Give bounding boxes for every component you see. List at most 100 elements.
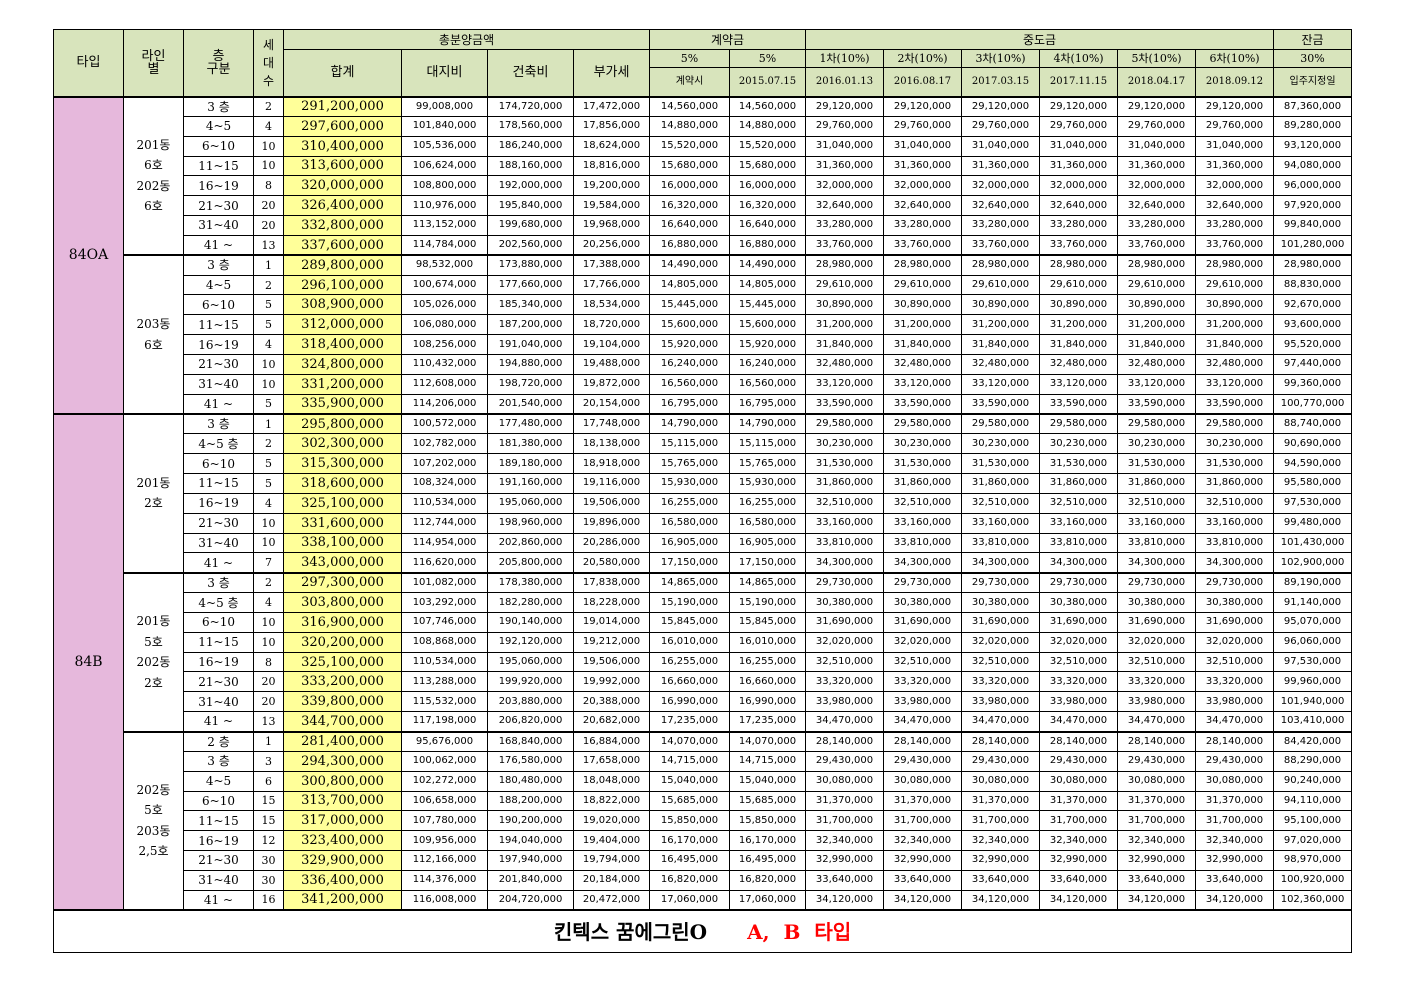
floor-cell: 4~5	[183, 770, 254, 792]
household-count-cell: 10	[253, 532, 284, 554]
price-cell: 32,640,000	[1039, 195, 1119, 217]
price-cell: 16,240,000	[729, 353, 807, 375]
price-cell: 18,138,000	[572, 433, 651, 455]
price-cell: 31,700,000	[1117, 810, 1197, 832]
price-cell: 16,660,000	[649, 671, 731, 693]
price-cell: 33,160,000	[961, 512, 1041, 534]
price-cell: 32,340,000	[1195, 830, 1275, 852]
price-cell: 188,200,000	[487, 790, 574, 812]
price-cell: 19,212,000	[572, 631, 651, 653]
line-cell: 201동 6호 202동 6호	[123, 95, 184, 256]
floor-cell: 21~30	[183, 850, 254, 871]
price-cell: 113,152,000	[401, 215, 488, 236]
price-cell: 30,380,000	[1039, 592, 1119, 613]
price-cell: 101,840,000	[401, 115, 488, 137]
price-cell: 32,020,000	[883, 631, 963, 653]
header-interim-round: 2차(10%)	[883, 49, 963, 68]
price-cell: 29,730,000	[1039, 571, 1119, 594]
price-cell: 96,000,000	[1273, 175, 1353, 197]
total-price-cell: 308,900,000	[283, 294, 402, 316]
total-price-cell: 338,100,000	[283, 532, 402, 554]
total-price-cell: 343,000,000	[283, 552, 402, 574]
price-cell: 19,506,000	[572, 651, 651, 673]
line-cell: 202동 5호 203동 2,5호	[123, 730, 184, 911]
household-count-cell: 5	[253, 294, 284, 316]
header-interim-round: 1차(10%)	[805, 49, 885, 68]
price-cell: 188,160,000	[487, 155, 574, 177]
household-count-cell: 4	[253, 115, 284, 137]
price-cell: 31,370,000	[1195, 790, 1275, 812]
price-cell: 29,730,000	[1117, 571, 1197, 594]
table-row: 21~30 10 331,600,000 112,744,000 198,960,000…	[54, 512, 1353, 534]
total-price-cell: 318,600,000	[283, 473, 402, 494]
price-cell: 29,760,000	[1195, 115, 1275, 137]
table-row: 31~40 10 338,100,000 114,954,000 202,860,000…	[54, 532, 1353, 554]
price-cell: 15,765,000	[649, 453, 731, 475]
floor-cell: 31~40	[183, 215, 254, 236]
price-cell: 100,572,000	[401, 413, 488, 435]
price-cell: 29,430,000	[1117, 750, 1197, 772]
price-cell: 31,530,000	[883, 453, 963, 475]
price-cell: 108,868,000	[401, 631, 488, 653]
price-cell: 15,845,000	[729, 611, 807, 633]
price-cell: 19,488,000	[572, 353, 651, 375]
price-cell: 31,360,000	[1195, 155, 1275, 177]
price-cell: 34,300,000	[883, 552, 963, 574]
price-cell: 29,760,000	[1039, 115, 1119, 137]
total-price-cell: 323,400,000	[283, 830, 402, 852]
price-cell: 29,430,000	[961, 750, 1041, 772]
price-cell: 28,980,000	[1273, 254, 1353, 276]
price-cell: 19,506,000	[572, 492, 651, 514]
price-cell: 14,070,000	[729, 730, 807, 752]
price-cell: 31,040,000	[1039, 135, 1119, 157]
price-cell: 14,880,000	[729, 115, 807, 137]
floor-cell: 31~40	[183, 373, 254, 395]
price-cell: 28,980,000	[961, 254, 1041, 276]
price-cell: 34,300,000	[1195, 552, 1275, 574]
price-cell: 31,200,000	[883, 314, 963, 336]
price-cell: 33,980,000	[1039, 691, 1119, 713]
price-cell: 20,472,000	[572, 889, 651, 911]
price-cell: 34,300,000	[1117, 552, 1197, 574]
price-cell: 32,480,000	[805, 353, 885, 375]
price-cell: 33,590,000	[1117, 393, 1197, 415]
price-cell: 19,104,000	[572, 334, 651, 355]
price-cell: 103,410,000	[1273, 711, 1353, 732]
price-cell: 97,020,000	[1273, 830, 1353, 852]
price-cell: 31,370,000	[883, 790, 963, 812]
price-cell: 29,730,000	[805, 571, 885, 594]
price-cell: 32,640,000	[805, 195, 885, 217]
household-count-cell: 5	[253, 473, 284, 494]
price-cell: 31,860,000	[1039, 473, 1119, 494]
price-cell: 29,760,000	[1117, 115, 1197, 137]
floor-cell: 6~10	[183, 611, 254, 633]
price-cell: 191,040,000	[487, 334, 574, 355]
table-row: 41 ~16 341,200,000 116,008,000 204,720,000 2…	[54, 889, 1353, 911]
price-cell: 99,960,000	[1273, 671, 1353, 693]
table-row: 6~10 5 315,300,000 107,202,000 189,180,000 18…	[54, 453, 1353, 475]
header-interim-date: 2018.04.17	[1117, 67, 1197, 97]
floor-cell: 6~10	[183, 294, 254, 316]
price-cell: 116,620,000	[401, 552, 488, 574]
price-cell: 31,700,000	[961, 810, 1041, 832]
price-cell: 16,990,000	[649, 691, 731, 713]
price-cell: 32,510,000	[805, 651, 885, 673]
price-cell: 99,480,000	[1273, 512, 1353, 534]
floor-cell: 31~40	[183, 532, 254, 554]
floor-cell: 4~5 층	[183, 433, 254, 455]
price-cell: 115,532,000	[401, 691, 488, 713]
price-cell: 33,320,000	[1039, 671, 1119, 693]
price-cell: 31,840,000	[1117, 334, 1197, 355]
price-cell: 33,120,000	[805, 373, 885, 395]
price-cell: 16,795,000	[649, 393, 731, 415]
price-cell: 15,685,000	[649, 790, 731, 812]
price-cell: 17,838,000	[572, 571, 651, 594]
total-price-cell: 339,800,000	[283, 691, 402, 713]
total-price-cell: 294,300,000	[283, 750, 402, 772]
floor-cell: 2 층	[183, 730, 254, 752]
price-cell: 84,420,000	[1273, 730, 1353, 752]
price-cell: 110,534,000	[401, 492, 488, 514]
price-cell: 16,880,000	[649, 234, 731, 256]
line-cell: 201동 5호 202동 2호	[123, 571, 184, 732]
price-cell: 30,890,000	[1117, 294, 1197, 316]
